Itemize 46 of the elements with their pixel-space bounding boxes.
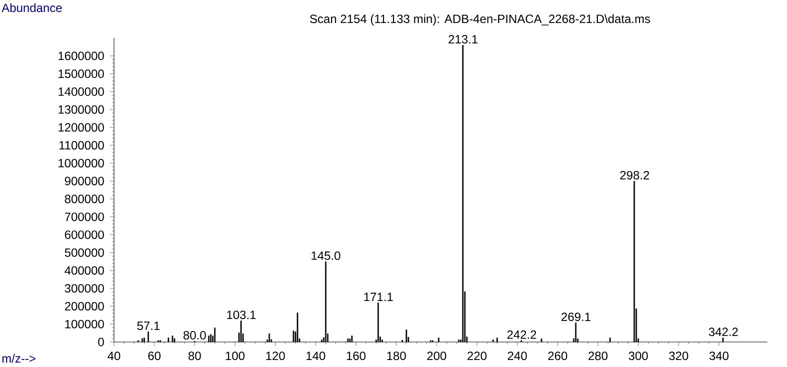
- y-tick-label: 700000: [64, 212, 104, 222]
- y-tick-label: 1200000: [58, 123, 104, 132]
- y-tick-label: 500000: [64, 248, 104, 257]
- x-tick-label: 180: [387, 352, 406, 360]
- x-tick-label: 200: [427, 352, 446, 360]
- annotation: 298.2: [620, 170, 650, 180]
- y-tick-label: 1000000: [58, 158, 104, 168]
- chart-title: Scan 2154 (11.133 min): ADB-4en-PINACA_2268-21.D\data.ms: [310, 14, 650, 26]
- y-tick-label: 1400000: [58, 87, 104, 96]
- x-tick-label: 80: [188, 352, 201, 360]
- x-tick-label: 120: [266, 352, 285, 360]
- y-tick-label: 400000: [64, 266, 104, 275]
- x-tick-label: 320: [669, 352, 688, 360]
- x-tick-label: 340: [709, 352, 728, 360]
- y-tick-label: 300000: [64, 284, 104, 293]
- annotation: 57.1: [137, 322, 160, 330]
- y-axis-title: Abundance: [2, 3, 62, 12]
- annotation: 145.0: [312, 251, 340, 260]
- y-tick-label: 100000: [65, 320, 104, 328]
- annotation: 269.1: [562, 312, 590, 322]
- y-tick-label: 1500000: [58, 70, 104, 78]
- y-tick-label: 200000: [64, 302, 104, 310]
- y-tick-label: 900000: [64, 176, 104, 186]
- annotation: 103.1: [227, 310, 256, 320]
- y-tick-label: 1300000: [58, 105, 104, 114]
- x-tick-label: 220: [468, 352, 487, 360]
- y-tick-label: 800000: [64, 194, 104, 204]
- x-tick-label: 40: [108, 352, 120, 360]
- x-tick-label: 300: [628, 352, 648, 360]
- x-tick-label: 260: [548, 352, 568, 360]
- x-tick-label: 240: [508, 352, 527, 360]
- annotation: 171.1: [364, 292, 393, 302]
- y-tick-label: 1100000: [59, 141, 104, 150]
- annotation: 342.2: [708, 328, 738, 336]
- annotation: 213.1: [448, 35, 478, 44]
- x-tick-label: 140: [306, 352, 326, 360]
- x-tick-label: 100: [226, 352, 245, 360]
- y-tick-label: 0: [98, 338, 104, 346]
- annotation: 80.0: [184, 331, 206, 340]
- x-tick-label: 60: [148, 352, 161, 360]
- x-tick-label: 280: [588, 352, 608, 360]
- x-tick-label: 160: [346, 352, 366, 360]
- annotation: 242.2: [507, 330, 536, 339]
- y-tick-label: 600000: [64, 230, 104, 239]
- y-tick-label: 1600000: [58, 52, 104, 60]
- x-axis-title: m/z-->: [2, 354, 36, 363]
